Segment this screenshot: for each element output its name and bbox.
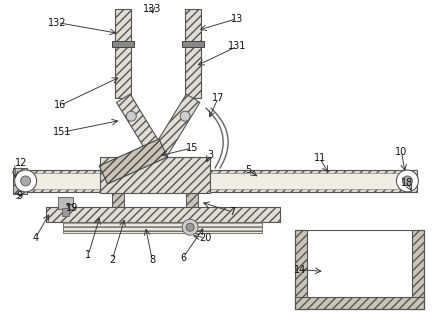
Text: 20: 20 [199, 233, 211, 243]
Polygon shape [99, 139, 167, 184]
Circle shape [180, 111, 190, 121]
Text: 151: 151 [53, 127, 72, 137]
Polygon shape [116, 94, 163, 156]
Bar [412, 230, 424, 309]
Bar [112, 193, 124, 207]
Bar [186, 193, 198, 207]
Text: 1: 1 [85, 250, 91, 260]
Text: 133: 133 [143, 4, 162, 14]
Bar [295, 230, 424, 309]
Bar [182, 41, 204, 47]
Text: 3: 3 [207, 150, 213, 160]
Bar [115, 9, 131, 98]
Bar [58, 197, 73, 209]
Circle shape [186, 223, 194, 231]
Text: 8: 8 [149, 254, 155, 265]
Bar [13, 168, 27, 194]
Bar [46, 207, 280, 222]
Circle shape [126, 111, 136, 121]
Bar [16, 170, 417, 192]
Text: 15: 15 [186, 143, 198, 153]
Bar [112, 41, 134, 47]
Bar [307, 230, 412, 297]
Text: 14: 14 [293, 265, 306, 275]
Text: 5: 5 [245, 165, 251, 175]
Text: 132: 132 [48, 18, 67, 28]
Text: 16: 16 [54, 100, 67, 110]
Circle shape [402, 176, 412, 186]
Text: 9: 9 [16, 191, 23, 201]
Text: 6: 6 [180, 253, 186, 263]
Bar [62, 208, 69, 216]
Text: 18: 18 [401, 178, 413, 188]
Circle shape [15, 170, 36, 192]
Polygon shape [153, 94, 200, 156]
Text: 13: 13 [231, 14, 243, 24]
Bar [100, 157, 210, 193]
Bar [295, 230, 307, 309]
Bar [185, 9, 201, 98]
Text: 19: 19 [66, 203, 79, 213]
Bar [63, 222, 262, 233]
Text: 2: 2 [109, 254, 115, 265]
Text: 10: 10 [395, 147, 408, 157]
Text: 17: 17 [212, 93, 224, 103]
Text: 131: 131 [228, 42, 246, 51]
Bar [295, 297, 424, 309]
Circle shape [182, 219, 198, 235]
Text: 4: 4 [32, 233, 39, 243]
Text: 11: 11 [313, 153, 326, 163]
Bar [30, 173, 404, 189]
Text: 7: 7 [229, 207, 235, 217]
Circle shape [396, 170, 418, 192]
Circle shape [20, 176, 31, 186]
Text: 12: 12 [15, 158, 27, 168]
